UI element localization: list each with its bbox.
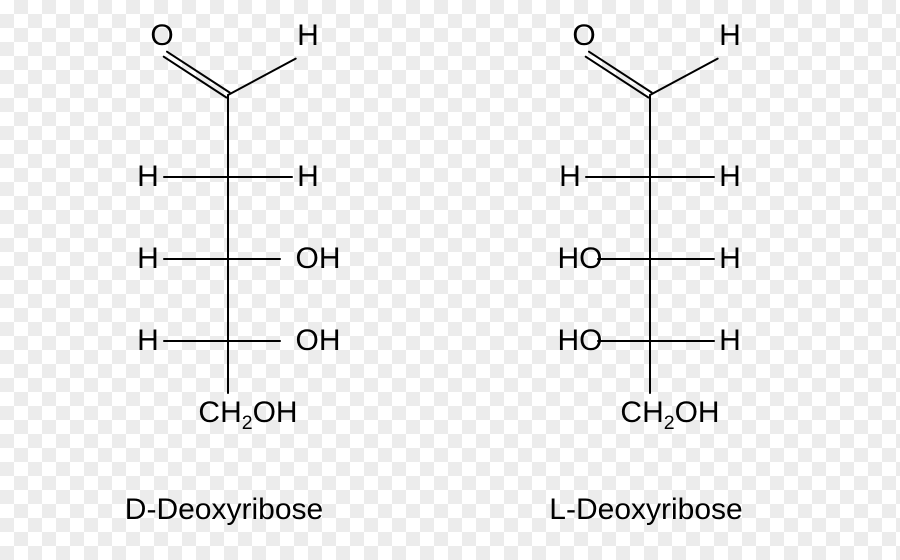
mol1-caption: L-Deoxyribose (549, 493, 742, 527)
mol1-c3-left: HO (558, 244, 603, 274)
mol1-atom-O-carbonyl: O (572, 21, 595, 51)
mol0-c4-left: H (137, 326, 159, 356)
mol1-ch2oh: CH2OH (620, 398, 719, 428)
mol1-c4-left: HO (558, 326, 603, 356)
mol0-c2-right: H (297, 162, 319, 192)
mol0-c3-left: H (137, 244, 159, 274)
mol1-c4-right: H (719, 326, 741, 356)
mol0-ch2oh: CH2OH (198, 398, 297, 428)
mol0-atom-O-carbonyl: O (150, 21, 173, 51)
mol0-caption: D-Deoxyribose (125, 493, 323, 527)
mol0-c3-right: OH (296, 244, 341, 274)
diagram-canvas: OHHHHOHHOHCH2OHD-DeoxyriboseOHHHHOHHOHCH… (0, 0, 900, 560)
mol0-atom-H-aldehyde: H (297, 21, 319, 51)
mol1-c2-left: H (559, 162, 581, 192)
mol0-c4-right: OH (296, 326, 341, 356)
mol1-c3-right: H (719, 244, 741, 274)
mol1-atom-H-aldehyde: H (719, 21, 741, 51)
mol1-c2-right: H (719, 162, 741, 192)
mol0-c2-left: H (137, 162, 159, 192)
